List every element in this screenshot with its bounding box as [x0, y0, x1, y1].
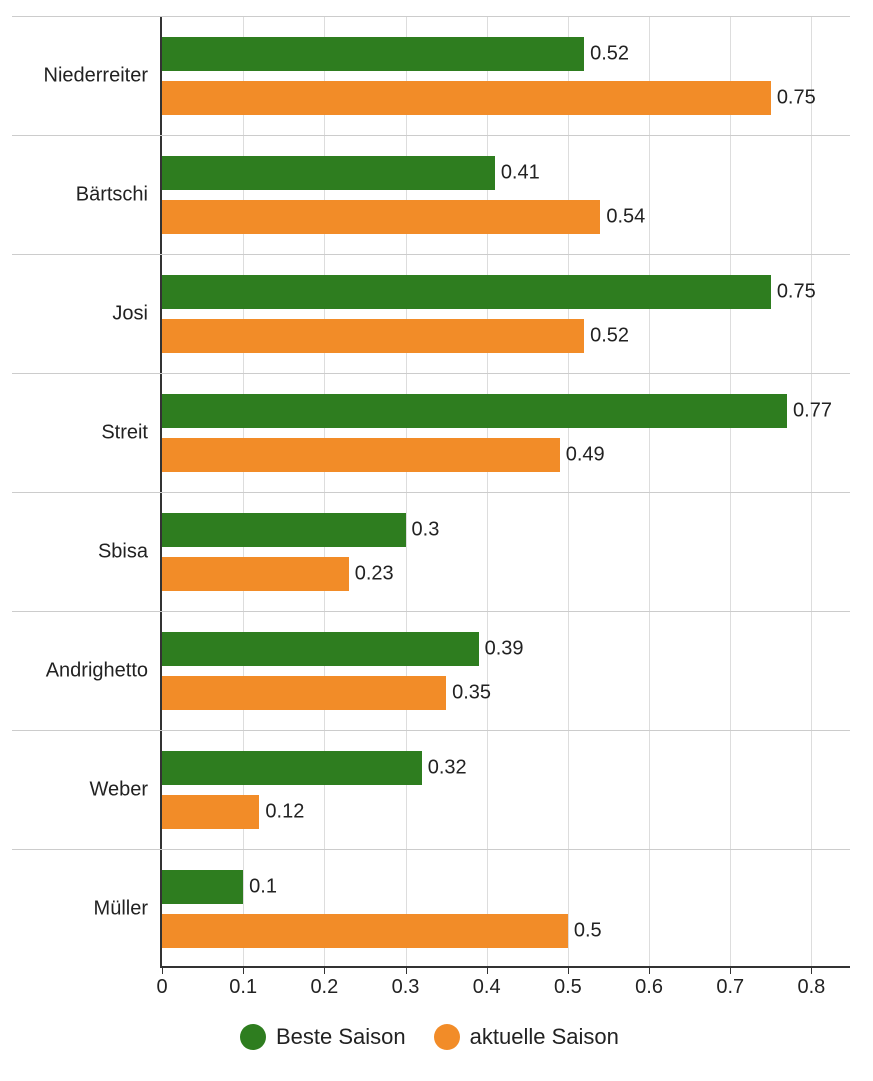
- bar: 0.52: [162, 37, 584, 71]
- plot-area: 00.10.20.30.40.50.60.70.8Niederreiter0.5…: [160, 16, 850, 968]
- y-axis-label: Andrighetto: [46, 659, 162, 682]
- bar-value-label: 0.75: [771, 86, 816, 109]
- x-tick-label: 0.5: [554, 966, 582, 999]
- legend: Beste Saison aktuelle Saison: [240, 1024, 619, 1050]
- bar-value-label: 0.12: [259, 800, 304, 823]
- bar: 0.1: [162, 870, 243, 904]
- bar-value-label: 0.75: [771, 280, 816, 303]
- legend-label: Beste Saison: [276, 1024, 406, 1050]
- category-divider: [12, 135, 850, 136]
- bar-value-label: 0.32: [422, 756, 467, 779]
- y-axis-label: Bärtschi: [76, 183, 162, 206]
- bar-value-label: 0.5: [568, 919, 602, 942]
- y-axis-label: Sbisa: [98, 540, 162, 563]
- category-divider: [12, 730, 850, 731]
- bar: 0.3: [162, 513, 406, 547]
- bar-value-label: 0.54: [600, 205, 645, 228]
- category-divider: [12, 16, 850, 17]
- bar: 0.5: [162, 914, 568, 948]
- gridline: [649, 16, 650, 966]
- bar-value-label: 0.52: [584, 42, 629, 65]
- bar: 0.41: [162, 156, 495, 190]
- category-divider: [12, 611, 850, 612]
- y-axis-label: Müller: [94, 897, 162, 920]
- bar-value-label: 0.1: [243, 875, 277, 898]
- y-axis-label: Niederreiter: [44, 64, 162, 87]
- legend-item: Beste Saison: [240, 1024, 406, 1050]
- chart-container: 00.10.20.30.40.50.60.70.8Niederreiter0.5…: [0, 0, 873, 1081]
- bar: 0.23: [162, 557, 349, 591]
- bar: 0.32: [162, 751, 422, 785]
- category-divider: [12, 373, 850, 374]
- x-tick-label: 0.1: [229, 966, 257, 999]
- category-divider: [12, 492, 850, 493]
- x-tick-label: 0.2: [310, 966, 338, 999]
- bar-value-label: 0.77: [787, 399, 832, 422]
- x-tick-label: 0: [156, 966, 167, 999]
- x-tick-label: 0.7: [716, 966, 744, 999]
- legend-dot-icon: [434, 1024, 460, 1050]
- bar: 0.12: [162, 795, 259, 829]
- x-tick-label: 0.8: [798, 966, 826, 999]
- legend-item: aktuelle Saison: [434, 1024, 619, 1050]
- bar-value-label: 0.52: [584, 324, 629, 347]
- bar-value-label: 0.35: [446, 681, 491, 704]
- gridline: [730, 16, 731, 966]
- bar: 0.52: [162, 319, 584, 353]
- y-axis-label: Streit: [101, 421, 162, 444]
- x-tick-label: 0.3: [392, 966, 420, 999]
- bar: 0.75: [162, 81, 771, 115]
- legend-label: aktuelle Saison: [470, 1024, 619, 1050]
- y-axis-label: Weber: [89, 778, 162, 801]
- gridline: [568, 16, 569, 966]
- bar: 0.49: [162, 438, 560, 472]
- x-tick-label: 0.4: [473, 966, 501, 999]
- bar: 0.75: [162, 275, 771, 309]
- bar-value-label: 0.3: [406, 518, 440, 541]
- bar: 0.39: [162, 632, 479, 666]
- bar-value-label: 0.23: [349, 562, 394, 585]
- y-axis-label: Josi: [112, 302, 162, 325]
- bar: 0.77: [162, 394, 787, 428]
- category-divider: [12, 849, 850, 850]
- legend-dot-icon: [240, 1024, 266, 1050]
- x-tick-label: 0.6: [635, 966, 663, 999]
- category-divider: [12, 254, 850, 255]
- bar: 0.35: [162, 676, 446, 710]
- bar-value-label: 0.39: [479, 637, 524, 660]
- bar: 0.54: [162, 200, 600, 234]
- bar-value-label: 0.49: [560, 443, 605, 466]
- bar-value-label: 0.41: [495, 161, 540, 184]
- gridline: [811, 16, 812, 966]
